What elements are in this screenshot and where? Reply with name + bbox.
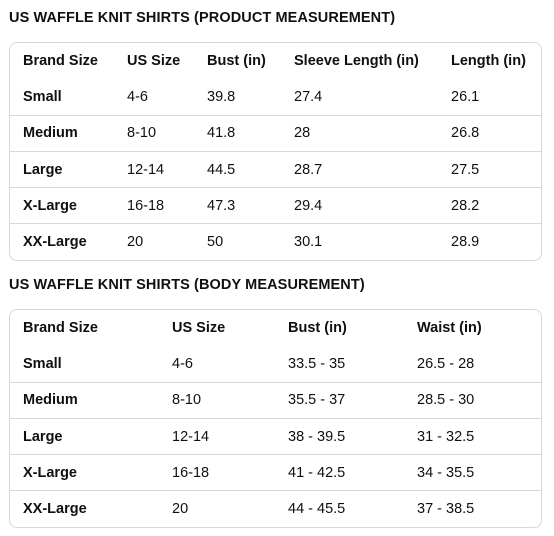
bust-cell: 35.5 - 37 [288,392,346,409]
sleeve-length-cell: 29.4 [294,197,323,214]
table-row: Small 4-6 33.5 - 35 26.5 - 28 [10,346,541,383]
table-row: Small 4-6 39.8 27.4 26.1 [10,79,541,116]
waist-cell: 34 - 35.5 [417,464,475,481]
column-header-bust: Bust (in) [288,320,347,337]
brand-size-cell: XX-Large [23,234,87,251]
brand-size-cell: XX-Large [23,501,87,518]
body-measurement-title: US WAFFLE KNIT SHIRTS (BODY MEASUREMENT) [9,277,365,293]
us-size-cell: 8-10 [172,392,202,409]
brand-size-cell: Small [23,89,62,106]
sleeve-length-cell: 28 [294,125,311,142]
us-size-cell: 4-6 [127,89,148,106]
table-row: Medium 8-10 41.8 28 26.8 [10,115,541,152]
waist-cell: 28.5 - 30 [417,392,475,409]
product-measurement-table: Brand Size US Size Bust (in) Sleeve Leng… [9,42,542,261]
table-row: Large 12-14 44.5 28.7 27.5 [10,152,541,188]
bust-cell: 41 - 42.5 [288,464,346,481]
us-size-cell: 8-10 [127,125,157,142]
us-size-cell: 12-14 [172,428,210,445]
brand-size-cell: Medium [23,392,78,409]
brand-size-cell: Small [23,356,62,373]
table-header-row: Brand Size US Size Bust (in) Waist (in) [10,310,541,346]
bust-cell: 44 - 45.5 [288,501,346,518]
length-cell: 28.9 [451,234,480,251]
bust-cell: 39.8 [207,89,236,106]
column-header-sleeve-length: Sleeve Length (in) [294,53,419,70]
bust-cell: 47.3 [207,197,236,214]
us-size-cell: 16-18 [172,464,210,481]
brand-size-cell: Medium [23,125,78,142]
sleeve-length-cell: 27.4 [294,89,323,106]
length-cell: 26.8 [451,125,480,142]
length-cell: 28.2 [451,197,480,214]
column-header-waist: Waist (in) [417,320,482,337]
column-header-length: Length (in) [451,53,526,70]
column-header-brand-size: Brand Size [23,320,98,337]
us-size-cell: 16-18 [127,197,165,214]
product-measurement-title: US WAFFLE KNIT SHIRTS (PRODUCT MEASUREME… [9,10,396,26]
brand-size-cell: Large [23,428,63,445]
table-row: X-Large 16-18 41 - 42.5 34 - 35.5 [10,455,541,491]
table-row: Medium 8-10 35.5 - 37 28.5 - 30 [10,382,541,419]
table-header-row: Brand Size US Size Bust (in) Sleeve Leng… [10,43,541,79]
waist-cell: 31 - 32.5 [417,428,475,445]
sleeve-length-cell: 30.1 [294,234,323,251]
waist-cell: 26.5 - 28 [417,356,475,373]
column-header-bust: Bust (in) [207,53,266,70]
table-row: XX-Large 20 50 30.1 28.9 [10,224,541,260]
table-row: Large 12-14 38 - 39.5 31 - 32.5 [10,419,541,455]
table-row: X-Large 16-18 47.3 29.4 28.2 [10,188,541,224]
body-measurement-table: Brand Size US Size Bust (in) Waist (in) … [9,309,542,528]
length-cell: 26.1 [451,89,480,106]
bust-cell: 44.5 [207,161,236,178]
us-size-cell: 4-6 [172,356,193,373]
bust-cell: 38 - 39.5 [288,428,346,445]
bust-cell: 41.8 [207,125,236,142]
us-size-cell: 12-14 [127,161,165,178]
column-header-us-size: US Size [172,320,226,337]
column-header-us-size: US Size [127,53,181,70]
bust-cell: 50 [207,234,224,251]
brand-size-cell: Large [23,161,63,178]
us-size-cell: 20 [127,234,144,251]
brand-size-cell: X-Large [23,197,77,214]
table-row: XX-Large 20 44 - 45.5 37 - 38.5 [10,491,541,527]
waist-cell: 37 - 38.5 [417,501,475,518]
length-cell: 27.5 [451,161,480,178]
sleeve-length-cell: 28.7 [294,161,323,178]
us-size-cell: 20 [172,501,189,518]
bust-cell: 33.5 - 35 [288,356,346,373]
brand-size-cell: X-Large [23,464,77,481]
column-header-brand-size: Brand Size [23,53,98,70]
